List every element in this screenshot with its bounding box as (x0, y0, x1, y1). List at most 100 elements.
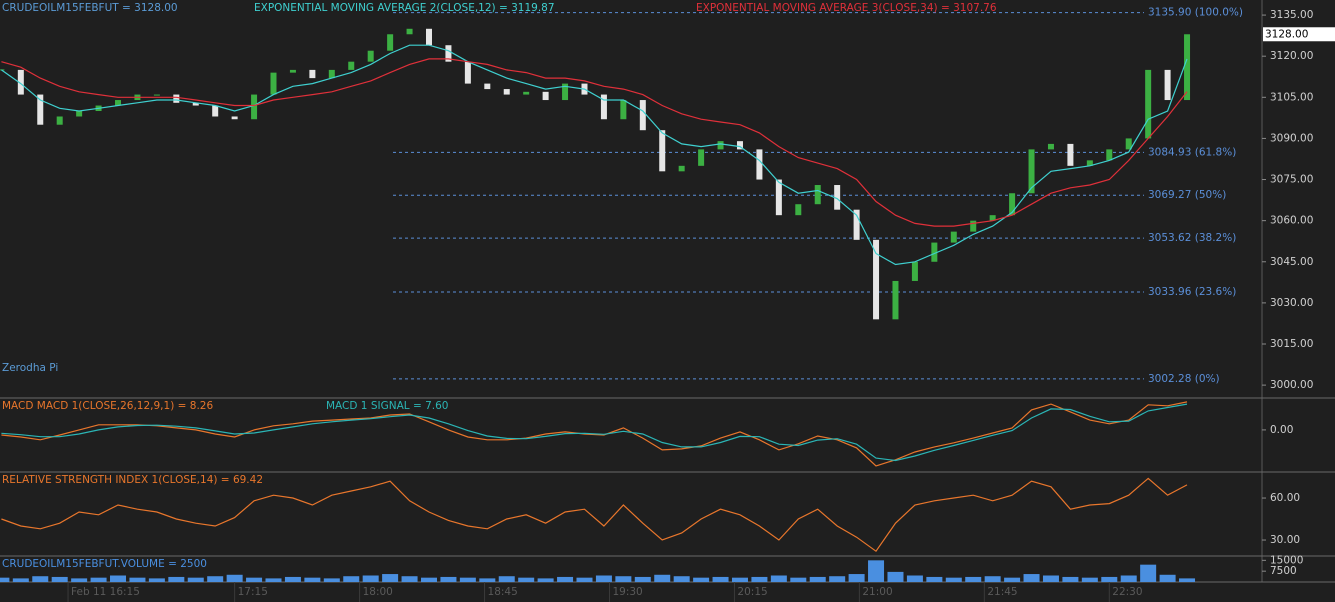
candle (873, 239, 880, 320)
volume-bar (362, 575, 379, 582)
volume-bar (557, 576, 574, 582)
volume-bar (51, 576, 68, 582)
volume-bar (498, 576, 515, 582)
volume-bar (110, 575, 127, 582)
y-tick-label: 7500 (1270, 565, 1297, 577)
volume-bar (634, 576, 651, 582)
y-tick-label: 3045.00 (1270, 256, 1313, 268)
candle (620, 100, 627, 120)
volume-bar (420, 577, 437, 582)
candle (1125, 138, 1132, 150)
candle (795, 204, 802, 216)
level-label: 3069.27 (50%) (1148, 189, 1226, 201)
volume-bar (440, 576, 457, 582)
volume-bar (518, 577, 535, 582)
x-tick-label: Feb 11 16:15 (71, 586, 140, 598)
candle (678, 165, 685, 172)
y-tick-label: 0.00 (1270, 424, 1293, 436)
candle (367, 50, 374, 62)
candle (1086, 160, 1093, 166)
volume-bar (0, 577, 10, 582)
volume-bar (926, 576, 943, 582)
series-line (1, 401, 1188, 467)
candle (173, 94, 180, 103)
candle (445, 45, 452, 62)
volume-bar (809, 576, 826, 582)
candle (251, 94, 258, 120)
volume-bar (1023, 574, 1040, 582)
volume-bar (1062, 576, 1079, 582)
volume-bar (168, 576, 185, 582)
y-tick-label: 3135.00 (1270, 9, 1313, 21)
volume-bar (770, 575, 787, 582)
level-label: 3135.90 (100.0%) (1148, 7, 1243, 19)
volume-bar (90, 577, 107, 582)
candle (970, 220, 977, 232)
candle (950, 231, 957, 243)
candle (212, 105, 219, 117)
candle (853, 209, 860, 240)
volume-bar (945, 577, 962, 582)
candle (17, 69, 24, 95)
x-tick-label: 22:30 (1112, 586, 1142, 598)
candle (1028, 149, 1035, 194)
series-line (1, 58, 1188, 227)
candle (153, 94, 160, 96)
series-line (1, 477, 1188, 553)
series-line (1, 403, 1188, 462)
y-tick-label: 3090.00 (1270, 132, 1313, 144)
candle (523, 91, 530, 95)
y-tick-label: 3075.00 (1270, 174, 1313, 186)
candle (309, 69, 316, 79)
candle (231, 116, 238, 120)
candle (425, 28, 432, 46)
legend-entry: CRUDEOILM15FEBFUT.VOLUME = 2500 (2, 558, 207, 570)
level-label: 3002.28 (0%) (1148, 373, 1220, 385)
candle (464, 61, 471, 84)
candle (76, 111, 83, 117)
volume-bar (537, 578, 554, 582)
volume-bar (226, 574, 243, 582)
x-tick-label: 21:45 (987, 586, 1017, 598)
volume-bar (207, 576, 224, 582)
x-tick-label: 19:30 (612, 586, 642, 598)
volume-bar (595, 575, 612, 582)
candle (1145, 69, 1152, 139)
watermark: Zerodha Pi (2, 362, 58, 374)
candle (911, 261, 918, 281)
candle (542, 91, 549, 101)
candle (717, 141, 724, 150)
volume-bar (1042, 575, 1059, 582)
volume-bar (1159, 574, 1176, 582)
series-line (1, 44, 1188, 266)
volume-bar (246, 577, 263, 582)
candle (115, 100, 122, 106)
volume-bar (576, 577, 593, 582)
volume-bar (1101, 576, 1118, 582)
candle (600, 94, 607, 120)
candle (387, 34, 394, 51)
candle (328, 69, 335, 79)
candle (1184, 34, 1191, 101)
volume-bar (343, 576, 360, 582)
volume-bar (654, 574, 671, 582)
candle (562, 83, 569, 101)
candle (270, 72, 277, 95)
legend-entry: MACD MACD 1(CLOSE,26,12,9,1) = 8.26 (2, 400, 213, 412)
volume-bar (693, 577, 710, 582)
last-price-label: 3128.00 (1265, 28, 1308, 40)
candle (1164, 69, 1171, 101)
y-tick-label: 3120.00 (1270, 50, 1313, 62)
volume-bar (71, 578, 88, 582)
volume-bar (848, 574, 865, 582)
volume-bar (1140, 564, 1157, 582)
candle (56, 116, 63, 125)
volume-bar (829, 576, 846, 582)
volume-bar (304, 577, 321, 582)
legend-entry: EXPONENTIAL MOVING AVERAGE 2(CLOSE,12) =… (254, 2, 555, 14)
volume-bar (673, 576, 690, 582)
candle (756, 149, 763, 180)
candle (698, 149, 705, 166)
